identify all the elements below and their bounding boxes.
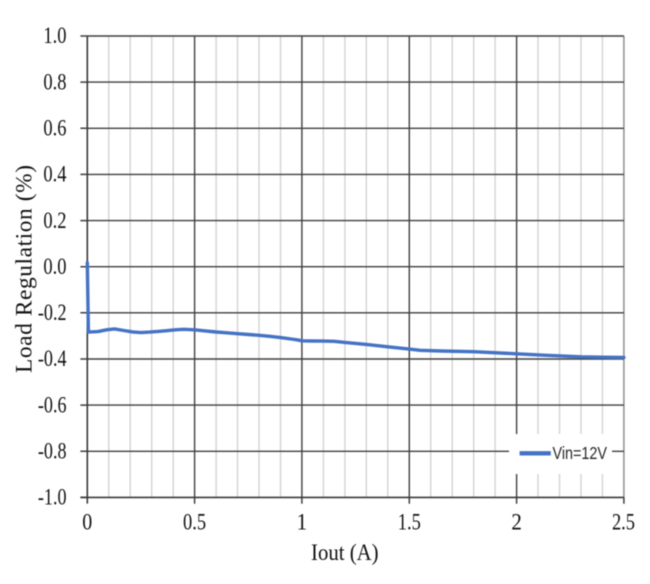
svg-text:-0.6: -0.6 <box>38 392 67 418</box>
svg-text:Vin=12V: Vin=12V <box>553 443 608 463</box>
svg-text:-0.2: -0.2 <box>38 300 67 326</box>
svg-text:2: 2 <box>511 510 522 536</box>
svg-text:0.4: 0.4 <box>43 162 66 188</box>
svg-text:-0.8: -0.8 <box>38 439 67 465</box>
svg-text:0.0: 0.0 <box>43 254 66 280</box>
svg-text:2.5: 2.5 <box>612 510 635 536</box>
svg-text:Iout (A): Iout (A) <box>311 540 379 566</box>
svg-text:0.6: 0.6 <box>43 116 66 142</box>
svg-text:Load Regulation (%): Load Regulation (%) <box>12 165 38 373</box>
svg-text:1: 1 <box>297 510 308 536</box>
svg-text:-1.0: -1.0 <box>38 485 67 511</box>
svg-text:-0.4: -0.4 <box>38 346 67 372</box>
svg-text:0: 0 <box>82 510 92 536</box>
svg-text:0.5: 0.5 <box>183 510 206 536</box>
svg-text:1.0: 1.0 <box>43 23 66 49</box>
svg-text:0.8: 0.8 <box>43 69 66 95</box>
svg-text:1.5: 1.5 <box>398 510 421 536</box>
svg-text:0.2: 0.2 <box>43 208 66 234</box>
